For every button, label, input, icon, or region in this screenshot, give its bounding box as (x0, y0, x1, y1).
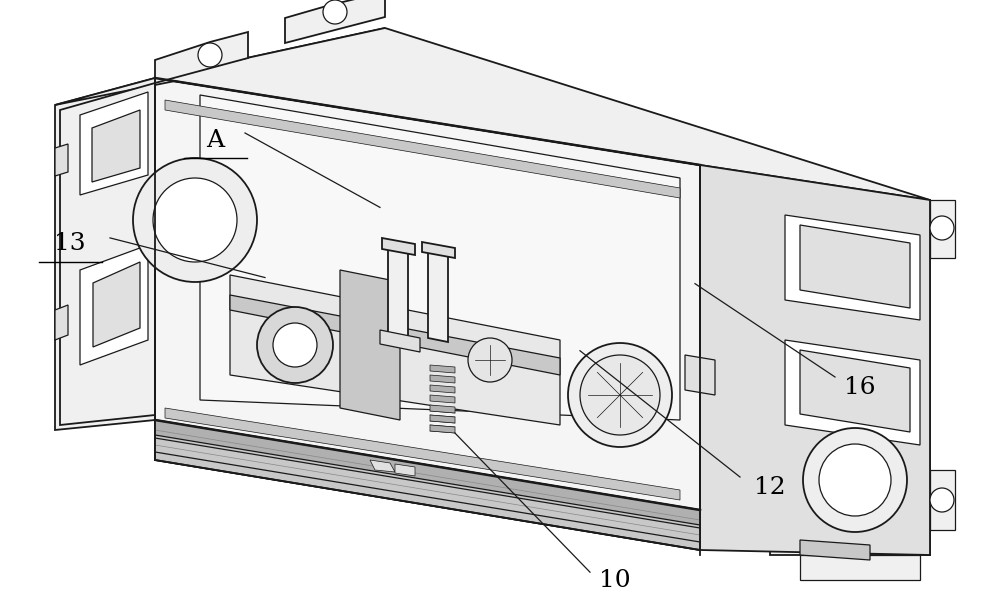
Polygon shape (930, 200, 955, 258)
Circle shape (468, 338, 512, 382)
Polygon shape (800, 225, 910, 308)
Text: 10: 10 (599, 569, 631, 592)
Polygon shape (55, 144, 68, 176)
Circle shape (930, 488, 954, 512)
Circle shape (568, 343, 672, 447)
Circle shape (153, 178, 237, 262)
Polygon shape (422, 242, 455, 258)
Polygon shape (230, 275, 560, 425)
Circle shape (803, 428, 907, 532)
Polygon shape (930, 470, 955, 530)
Polygon shape (155, 28, 930, 200)
Polygon shape (155, 420, 700, 550)
Polygon shape (800, 540, 870, 560)
Polygon shape (340, 270, 400, 420)
Polygon shape (428, 248, 448, 342)
Polygon shape (55, 78, 155, 430)
Polygon shape (700, 165, 930, 555)
Polygon shape (388, 245, 408, 338)
Polygon shape (92, 110, 140, 182)
Polygon shape (430, 385, 455, 393)
Polygon shape (430, 395, 455, 403)
Polygon shape (155, 32, 248, 83)
Polygon shape (685, 355, 715, 395)
Polygon shape (430, 375, 455, 383)
Polygon shape (200, 95, 680, 420)
Polygon shape (55, 28, 385, 105)
Polygon shape (430, 425, 455, 433)
Polygon shape (800, 350, 910, 432)
Polygon shape (155, 78, 700, 550)
Polygon shape (430, 365, 455, 373)
Polygon shape (430, 405, 455, 413)
Polygon shape (80, 92, 148, 195)
Polygon shape (430, 415, 455, 423)
Text: 13: 13 (54, 232, 86, 256)
Circle shape (257, 307, 333, 383)
Polygon shape (382, 238, 415, 255)
Polygon shape (93, 262, 140, 347)
Circle shape (198, 43, 222, 67)
Text: 16: 16 (844, 376, 876, 399)
Polygon shape (230, 295, 560, 375)
Polygon shape (800, 555, 920, 580)
Polygon shape (380, 330, 420, 352)
Polygon shape (370, 460, 395, 472)
Circle shape (819, 444, 891, 516)
Text: A: A (206, 129, 224, 152)
Circle shape (273, 323, 317, 367)
Polygon shape (785, 215, 920, 320)
Polygon shape (770, 200, 930, 555)
Text: 12: 12 (754, 476, 786, 500)
Polygon shape (285, 0, 385, 43)
Circle shape (580, 355, 660, 435)
Polygon shape (165, 408, 680, 500)
Circle shape (323, 0, 347, 24)
Circle shape (930, 216, 954, 240)
Polygon shape (165, 100, 680, 198)
Polygon shape (155, 420, 700, 525)
Polygon shape (80, 245, 148, 365)
Polygon shape (155, 438, 700, 542)
Polygon shape (395, 464, 415, 476)
Circle shape (133, 158, 257, 282)
Polygon shape (55, 305, 68, 340)
Polygon shape (60, 83, 155, 425)
Polygon shape (785, 340, 920, 445)
